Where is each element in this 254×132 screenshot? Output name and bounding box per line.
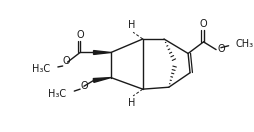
Text: O: O <box>62 56 70 66</box>
Text: H: H <box>127 98 134 108</box>
Text: H₃C: H₃C <box>32 64 50 74</box>
Text: H₃C: H₃C <box>48 89 66 99</box>
Polygon shape <box>93 78 110 82</box>
Polygon shape <box>93 51 110 54</box>
Text: O: O <box>216 44 224 54</box>
Text: O: O <box>80 81 87 91</box>
Text: O: O <box>199 19 207 29</box>
Text: CH₃: CH₃ <box>234 39 252 49</box>
Text: O: O <box>76 30 84 40</box>
Text: H: H <box>127 20 134 30</box>
